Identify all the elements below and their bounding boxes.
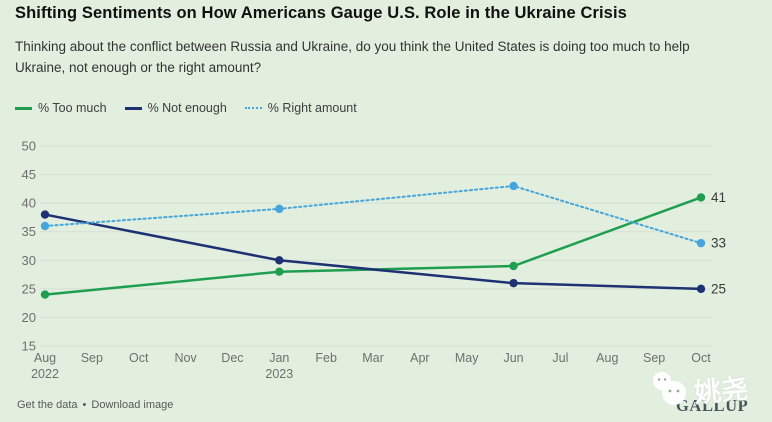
get-the-data-link[interactable]: Get the data	[17, 399, 78, 411]
series-line	[44, 184, 702, 245]
x-axis-tick-label: Nov	[174, 351, 197, 365]
series-line	[43, 196, 703, 296]
y-axis-tick-label: 35	[22, 224, 36, 239]
chart-question-subtitle: Thinking about the conflict between Russ…	[15, 39, 690, 75]
data-point-marker	[696, 238, 706, 248]
x-axis-tick-label: Oct	[691, 351, 711, 365]
legend-swatch-navy-line-icon	[124, 106, 142, 110]
x-axis-tick-label: Jan	[269, 351, 289, 365]
y-axis-tick-label: 45	[22, 167, 36, 182]
legend-label: % Too much	[38, 101, 107, 115]
legend-swatch-green-line-icon	[15, 106, 32, 110]
legend-label: % Not enough	[147, 101, 227, 115]
data-point-marker	[275, 267, 284, 276]
data-point-marker	[696, 284, 706, 294]
y-axis-tick-label: 50	[22, 139, 36, 154]
legend-swatch-dotted-line-icon	[244, 107, 262, 109]
chart-legend: % Too much % Not enough % Right amount	[15, 101, 357, 115]
x-axis-year-label: 2022	[31, 367, 59, 381]
data-point-marker	[509, 181, 518, 191]
data-point-marker	[40, 221, 50, 231]
x-axis-tick-label: Jul	[552, 351, 568, 365]
y-axis-tick-label: 25	[22, 281, 36, 296]
page-title: Shifting Sentiments on How Americans Gau…	[15, 4, 627, 22]
legend-item-too-much: % Too much	[15, 101, 107, 115]
y-axis-tick-label: 40	[22, 196, 36, 211]
x-axis-tick-label: Apr	[410, 351, 429, 365]
data-point-marker	[40, 210, 50, 219]
series-line	[43, 213, 703, 291]
data-point-marker	[696, 193, 706, 202]
y-axis-tick-label: 15	[22, 339, 36, 354]
y-axis-tick-label: 20	[22, 310, 36, 325]
gallup-logo: GALLUP	[676, 396, 749, 415]
x-axis-tick-label: May	[455, 351, 479, 365]
data-point-marker	[509, 261, 518, 271]
footer-separator: •	[82, 399, 87, 411]
legend-item-right-amount: % Right amount	[244, 101, 357, 115]
data-point-marker	[275, 256, 284, 265]
x-axis-tick-label: Aug	[34, 351, 56, 365]
footer-links: Get the data • Download image	[17, 399, 173, 411]
series-end-value-label: 41	[711, 190, 726, 205]
download-image-link[interactable]: Download image	[91, 399, 174, 411]
series-end-value-label: 25	[711, 281, 726, 296]
data-point-marker	[40, 290, 50, 299]
data-point-marker	[509, 278, 518, 288]
x-axis-tick-label: Sep	[643, 351, 665, 365]
legend-item-not-enough: % Not enough	[124, 101, 227, 115]
legend-label: % Right amount	[267, 101, 357, 115]
x-axis-tick-label: Feb	[315, 351, 337, 365]
x-axis-tick-label: Oct	[129, 351, 149, 365]
y-axis-tick-label: 30	[22, 253, 36, 268]
x-axis-year-label: 2023	[265, 367, 293, 381]
x-axis-tick-label: Jun	[503, 351, 523, 365]
x-axis-tick-label: Aug	[596, 351, 618, 365]
x-axis-tick-label: Sep	[81, 351, 103, 365]
x-axis-tick-label: Mar	[362, 351, 384, 365]
data-point-marker	[275, 204, 284, 214]
series-end-value-label: 33	[711, 236, 726, 251]
x-axis-tick-label: Dec	[221, 351, 243, 365]
